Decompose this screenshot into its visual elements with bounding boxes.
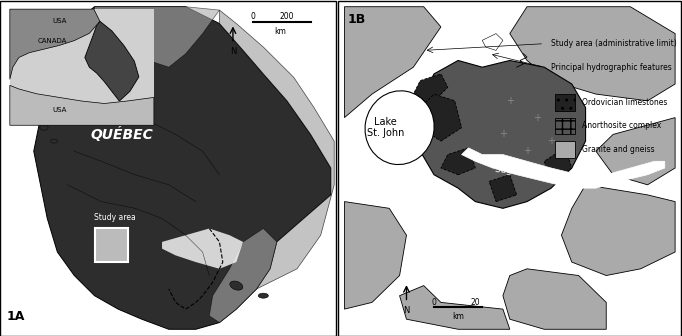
- Polygon shape: [462, 148, 665, 188]
- Polygon shape: [413, 74, 448, 108]
- Polygon shape: [344, 202, 406, 309]
- Text: +: +: [506, 96, 514, 106]
- Polygon shape: [10, 9, 154, 125]
- Text: +: +: [499, 129, 507, 139]
- Polygon shape: [400, 286, 509, 329]
- Polygon shape: [596, 118, 675, 185]
- Polygon shape: [482, 34, 503, 50]
- Polygon shape: [489, 175, 517, 202]
- Text: QUÉBEC: QUÉBEC: [90, 127, 153, 142]
- Text: CANADA: CANADA: [37, 38, 67, 44]
- Text: +: +: [547, 136, 555, 146]
- Polygon shape: [10, 9, 100, 79]
- Polygon shape: [503, 269, 606, 329]
- Polygon shape: [344, 7, 441, 118]
- Text: Lake
St. John: Lake St. John: [367, 117, 404, 138]
- Text: Granite and gneiss: Granite and gneiss: [582, 145, 655, 154]
- Text: km: km: [274, 27, 286, 36]
- Text: 200: 200: [280, 12, 294, 21]
- FancyBboxPatch shape: [554, 118, 575, 134]
- Ellipse shape: [230, 281, 243, 290]
- Polygon shape: [95, 7, 220, 67]
- Ellipse shape: [365, 91, 434, 165]
- Ellipse shape: [50, 139, 57, 143]
- Text: 0: 0: [251, 12, 256, 21]
- Text: USA: USA: [52, 18, 67, 24]
- Ellipse shape: [258, 293, 269, 298]
- Text: 1B: 1B: [348, 13, 366, 27]
- Polygon shape: [544, 148, 572, 181]
- FancyBboxPatch shape: [554, 94, 575, 111]
- Text: 1A: 1A: [7, 309, 25, 323]
- Polygon shape: [209, 228, 277, 323]
- Polygon shape: [413, 60, 586, 208]
- FancyBboxPatch shape: [554, 141, 575, 158]
- Text: +: +: [533, 113, 542, 123]
- Polygon shape: [162, 228, 243, 269]
- Text: 20: 20: [471, 298, 480, 307]
- Text: Ordovician limestones: Ordovician limestones: [582, 98, 668, 107]
- Text: Saguenay River: Saguenay River: [494, 165, 566, 180]
- Polygon shape: [561, 185, 675, 276]
- Text: N: N: [230, 47, 236, 56]
- Polygon shape: [85, 21, 139, 101]
- Text: Study area: Study area: [94, 213, 136, 222]
- Text: Principal hydrographic features: Principal hydrographic features: [551, 63, 672, 72]
- Polygon shape: [220, 10, 334, 289]
- Polygon shape: [34, 7, 331, 329]
- Polygon shape: [420, 94, 462, 141]
- Text: Study area (administrative limit): Study area (administrative limit): [551, 39, 677, 48]
- Text: 0: 0: [432, 298, 436, 307]
- Polygon shape: [10, 85, 154, 125]
- Polygon shape: [441, 148, 475, 175]
- Text: USA: USA: [52, 107, 67, 113]
- Text: Anorthosite complex: Anorthosite complex: [582, 122, 662, 130]
- Polygon shape: [509, 7, 675, 101]
- Text: +: +: [523, 146, 531, 156]
- Text: km: km: [452, 312, 464, 322]
- Text: N: N: [403, 306, 410, 315]
- Ellipse shape: [40, 125, 48, 130]
- FancyBboxPatch shape: [95, 228, 128, 262]
